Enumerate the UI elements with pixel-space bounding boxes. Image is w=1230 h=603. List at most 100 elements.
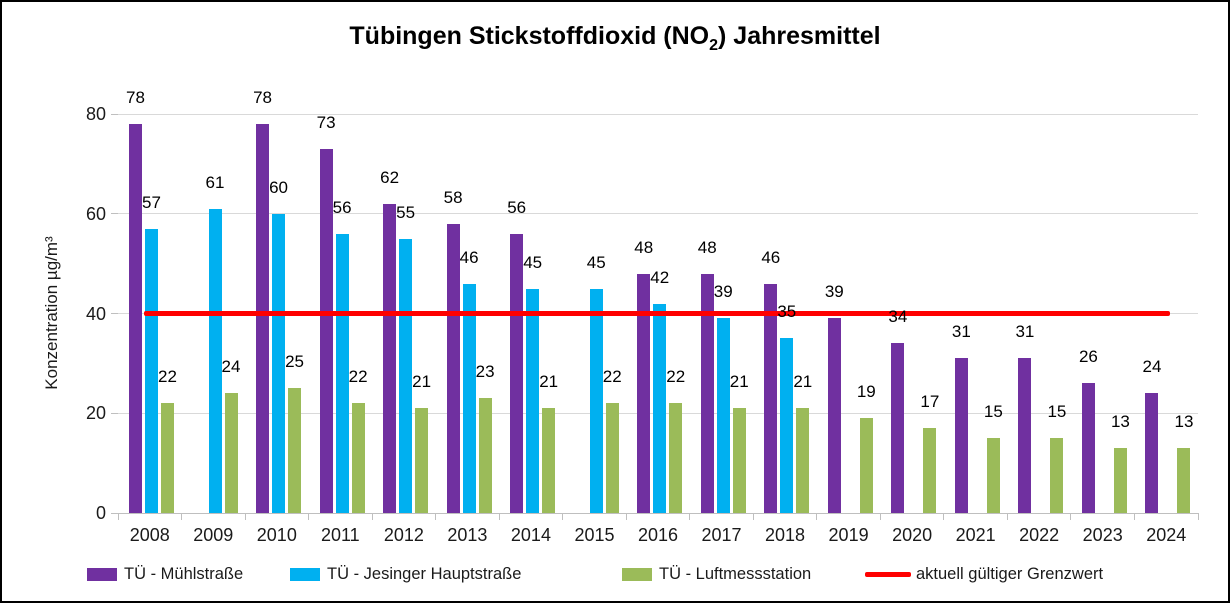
bar-value-label: 22 (666, 367, 686, 387)
bar (986, 438, 1000, 513)
x-tick-label: 2010 (256, 525, 297, 545)
x-tick-label: 2009 (193, 525, 234, 545)
x-axis-tick (1133, 513, 1135, 520)
bar-value-label: 61 (205, 172, 225, 192)
bar (669, 403, 683, 513)
x-tick-label: 2017 (701, 525, 742, 545)
bar (827, 318, 841, 513)
y-tick-label: 80 (85, 104, 106, 124)
y-tick-label: 20 (85, 403, 106, 424)
bar (859, 418, 873, 513)
bar-value-label: 21 (793, 372, 813, 392)
bar (129, 123, 142, 513)
x-tick-label: 2008 (129, 525, 170, 545)
bar-value-label: 21 (539, 372, 559, 392)
bar (605, 403, 619, 513)
bar-value-label: 15 (983, 402, 1003, 422)
bar (224, 393, 238, 513)
bar (589, 288, 603, 513)
bar (1177, 448, 1191, 513)
x-tick-label: 2019 (828, 525, 869, 545)
bar-value-label: 22 (348, 367, 368, 387)
bar (732, 408, 746, 513)
x-tick-label: 2011 (320, 525, 360, 545)
legend-swatch (290, 567, 320, 581)
bar-value-label: 48 (697, 237, 717, 257)
bar (510, 233, 524, 513)
x-axis-tick (1006, 513, 1008, 520)
y-axis-tick (111, 412, 118, 414)
bar-value-label: 46 (761, 247, 781, 267)
bar (399, 238, 413, 513)
bar (542, 408, 556, 513)
bar-value-label: 60 (269, 177, 288, 197)
x-axis-tick (1197, 513, 1199, 520)
x-axis-tick (816, 513, 818, 520)
x-axis-tick (308, 513, 310, 520)
bar (764, 283, 778, 513)
bar-value-label: 17 (920, 392, 940, 412)
legend-label: TÜ - Mühlstraße (124, 564, 244, 583)
gridline (118, 213, 1198, 215)
bar-value-label: 31 (1015, 322, 1035, 342)
bar-value-label: 23 (475, 362, 495, 382)
bar (1081, 383, 1095, 513)
legend-swatch (622, 567, 652, 581)
bar (256, 123, 270, 513)
x-axis-tick (498, 513, 500, 520)
chart-title: Tübingen Stickstoffdioxid (NO2) Jahresmi… (2, 22, 1228, 54)
bar (716, 318, 730, 513)
bar (383, 203, 397, 513)
x-tick-label: 2021 (955, 525, 996, 545)
bar-value-label: 39 (824, 282, 844, 302)
x-tick-label: 2024 (1146, 525, 1187, 545)
y-axis-tick (111, 512, 118, 514)
bar (780, 338, 794, 513)
bar (335, 233, 349, 513)
bar (526, 288, 540, 513)
bar (288, 388, 302, 513)
x-tick-label: 2020 (892, 525, 933, 545)
x-axis-tick (625, 513, 627, 520)
y-axis-tick (111, 213, 118, 215)
chart-title-subscript: 2 (709, 37, 719, 54)
x-axis-tick (435, 513, 437, 520)
legend-item: TÜ - Mühlstraße (87, 565, 243, 583)
bar-value-label: 73 (316, 112, 336, 132)
bar-value-label: 34 (888, 307, 908, 327)
bar (462, 283, 476, 513)
bar-value-label: 42 (650, 267, 670, 287)
bar (1018, 358, 1032, 513)
y-axis-tick (111, 313, 118, 314)
bar (351, 403, 365, 513)
bar (415, 408, 429, 513)
bar (796, 408, 810, 513)
bar (954, 358, 968, 513)
x-axis-tick (943, 513, 945, 520)
legend-line-swatch (865, 571, 911, 577)
bar-value-label: 22 (602, 367, 622, 387)
bar (891, 343, 905, 513)
x-tick-label: 2018 (765, 525, 806, 545)
x-tick-label: 2023 (1082, 525, 1123, 545)
bar (319, 148, 333, 513)
bar (478, 398, 492, 513)
y-tick-label: 0 (95, 503, 106, 523)
bar-value-label: 35 (777, 302, 797, 322)
y-tick-label: 60 (85, 203, 106, 224)
legend-item: TÜ - Jesinger Hauptstraße (290, 565, 521, 583)
bar-value-label: 21 (729, 372, 749, 392)
legend-label: TÜ - Jesinger Hauptstraße (327, 564, 522, 583)
x-axis-tick (879, 513, 881, 520)
legend-item: TÜ - Luftmessstation (622, 565, 811, 583)
x-tick-label: 2014 (510, 525, 551, 545)
bar-value-label: 56 (507, 197, 527, 217)
bar (923, 428, 937, 513)
bar-value-label: 24 (1142, 357, 1162, 377)
bar-value-label: 31 (951, 322, 971, 342)
x-tick-label: 2012 (383, 525, 424, 545)
x-tick-label: 2015 (574, 525, 615, 545)
bar (700, 273, 714, 513)
bar-value-label: 22 (158, 367, 177, 387)
